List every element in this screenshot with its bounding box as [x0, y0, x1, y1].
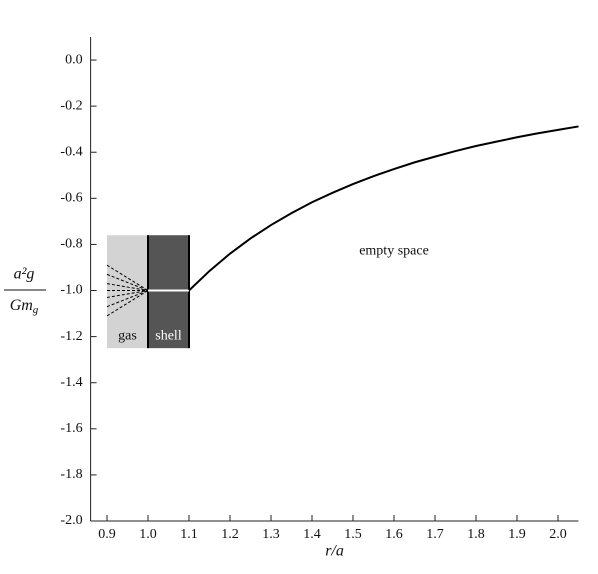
y-tick-label: -1.8	[60, 467, 82, 482]
line	[106, 283, 149, 292]
line	[106, 264, 149, 291]
x-tick-label: 1.3	[262, 527, 280, 542]
x-tick-label: 1.6	[385, 527, 403, 542]
x-tick-label: 1.5	[344, 527, 362, 542]
y-label-numerator: a²g	[14, 266, 35, 283]
region	[148, 235, 189, 349]
y-tick-label: -1.6	[60, 421, 82, 436]
y-tick-label: -0.2	[60, 98, 82, 113]
y-tick-label: -0.6	[60, 191, 82, 206]
annotation: empty space	[359, 244, 429, 259]
x-tick-label: 1.8	[467, 527, 485, 542]
line	[106, 290, 149, 298]
x-tick-label: 1.1	[180, 527, 198, 542]
y-tick-label: 0.0	[65, 52, 83, 67]
y-tick-label: -0.4	[60, 144, 82, 159]
y-tick-label: -1.0	[60, 283, 82, 298]
region-label: shell	[155, 328, 182, 343]
line	[188, 125, 579, 292]
line	[106, 290, 149, 308]
x-tick-label: 1.4	[303, 527, 321, 542]
x-axis-label: r/a	[325, 543, 344, 560]
x-tick-label: 1.0	[139, 527, 157, 542]
y-label-denominator: Gmg	[10, 297, 39, 316]
y-tick-label: -1.2	[60, 329, 82, 344]
y-tick-label: -1.4	[60, 375, 82, 390]
x-tick-label: 0.9	[98, 527, 116, 542]
x-tick-label: 1.2	[221, 527, 239, 542]
y-tick-label: -2.0	[60, 513, 82, 528]
x-tick-label: 1.9	[508, 527, 526, 542]
x-tick-label: 1.7	[426, 527, 444, 542]
y-tick-label: -0.8	[60, 237, 82, 252]
line	[106, 290, 149, 317]
x-tick-label: 2.0	[549, 527, 567, 542]
line	[106, 273, 149, 291]
region	[107, 235, 148, 349]
region-label: gas	[118, 328, 137, 343]
